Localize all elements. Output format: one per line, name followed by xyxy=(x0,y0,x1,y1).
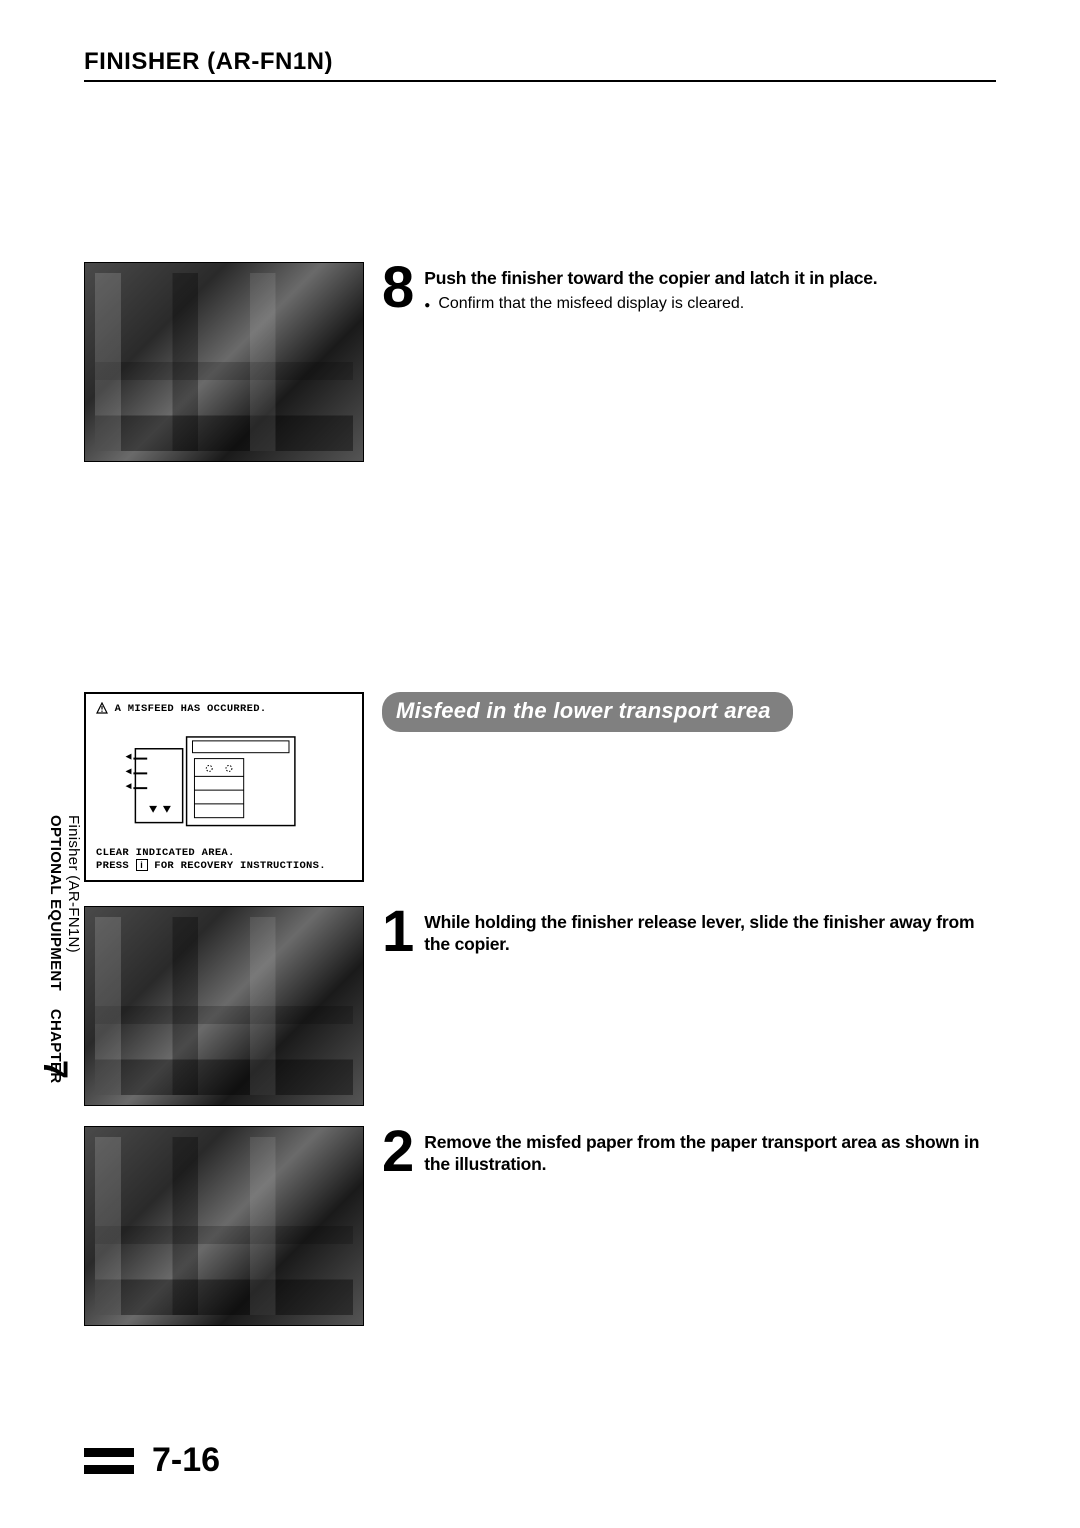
chapter-number: 7 xyxy=(35,1060,74,1079)
sidebar-title: OPTIONAL EQUIPMENT xyxy=(47,815,64,991)
display-diagram xyxy=(96,719,352,847)
page-footer: 7-16 xyxy=(84,1441,220,1480)
sidebar-label: Finisher (AR-FN1N) OPTIONAL EQUIPMENT CH… xyxy=(46,815,82,1083)
step-2-number: 2 xyxy=(382,1126,414,1178)
step-8-bullet: Confirm that the misfeed display is clea… xyxy=(424,294,877,315)
page-header-title: FINISHER (AR-FN1N) xyxy=(84,48,996,82)
step-1-content: 1 While holding the finisher release lev… xyxy=(382,906,996,958)
page-number: 7-16 xyxy=(152,1441,220,1480)
section-row: A MISFEED HAS OCCURRED. xyxy=(84,692,996,882)
step-8-text: Push the finisher toward the copier and … xyxy=(424,262,877,315)
section-pill: Misfeed in the lower transport area xyxy=(382,692,793,732)
info-icon: i xyxy=(136,859,148,871)
misfeed-display-panel: A MISFEED HAS OCCURRED. xyxy=(84,692,364,882)
display-line3-prefix: PRESS xyxy=(96,860,129,872)
display-line3-suffix: FOR RECOVERY INSTRUCTIONS. xyxy=(154,860,326,872)
step-8-number: 8 xyxy=(382,262,414,314)
sidebar-subtitle: Finisher (AR-FN1N) xyxy=(65,815,82,953)
display-line2: CLEAR INDICATED AREA. xyxy=(96,847,352,859)
step-8-illustration xyxy=(84,262,364,462)
step-2-row: 2 Remove the misfed paper from the paper… xyxy=(84,1126,996,1326)
step-2-text: Remove the misfed paper from the paper t… xyxy=(424,1126,996,1176)
step-8-row: 8 Push the finisher toward the copier an… xyxy=(84,262,996,462)
step-2-content: 2 Remove the misfed paper from the paper… xyxy=(382,1126,996,1178)
footer-bars-icon xyxy=(84,1448,134,1474)
step-8-content: 8 Push the finisher toward the copier an… xyxy=(382,262,877,315)
display-line1-text: A MISFEED HAS OCCURRED. xyxy=(115,703,267,715)
step-1-number: 1 xyxy=(382,906,414,958)
display-line3: PRESS i FOR RECOVERY INSTRUCTIONS. xyxy=(96,859,352,872)
step-1-illustration xyxy=(84,906,364,1106)
step-1-title: While holding the finisher release lever… xyxy=(424,912,996,956)
step-1-row: 1 While holding the finisher release lev… xyxy=(84,906,996,1106)
display-line1: A MISFEED HAS OCCURRED. xyxy=(96,702,352,715)
step-8-bullet-text: Confirm that the misfeed display is clea… xyxy=(438,294,744,315)
step-8-title: Push the finisher toward the copier and … xyxy=(424,268,877,290)
step-2-illustration xyxy=(84,1126,364,1326)
step-2-title: Remove the misfed paper from the paper t… xyxy=(424,1132,996,1176)
warning-icon xyxy=(96,702,108,714)
step-1-text: While holding the finisher release lever… xyxy=(424,906,996,956)
